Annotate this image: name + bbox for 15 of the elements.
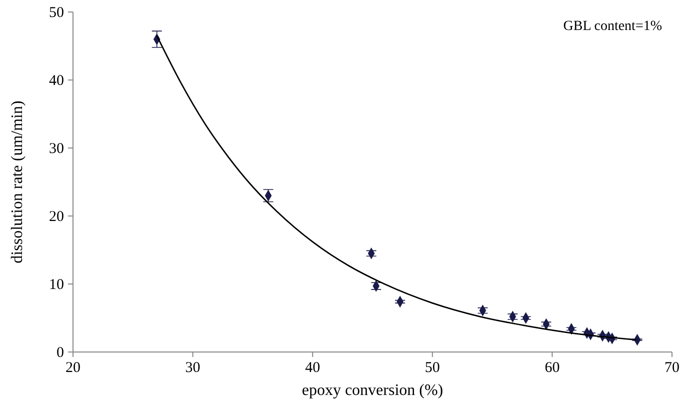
x-tick-label: 40 xyxy=(305,360,320,376)
x-tick-label: 20 xyxy=(66,360,80,376)
x-tick-label: 30 xyxy=(185,360,200,376)
x-tick-label: 70 xyxy=(664,360,680,376)
y-tick-label: 40 xyxy=(49,73,64,89)
annotation: GBL content=1% xyxy=(563,19,662,34)
y-tick-label: 50 xyxy=(49,5,64,21)
y-axis-title: dissolution rate (um/min) xyxy=(9,100,26,264)
y-tick-label: 10 xyxy=(49,277,64,293)
x-tick-label: 60 xyxy=(544,360,560,376)
x-axis-title: epoxy conversion (%) xyxy=(302,382,444,399)
y-tick-label: 0 xyxy=(56,345,64,361)
y-tick-label: 20 xyxy=(49,209,64,225)
x-tick-label: 50 xyxy=(424,360,440,376)
y-tick-label: 30 xyxy=(49,141,64,157)
